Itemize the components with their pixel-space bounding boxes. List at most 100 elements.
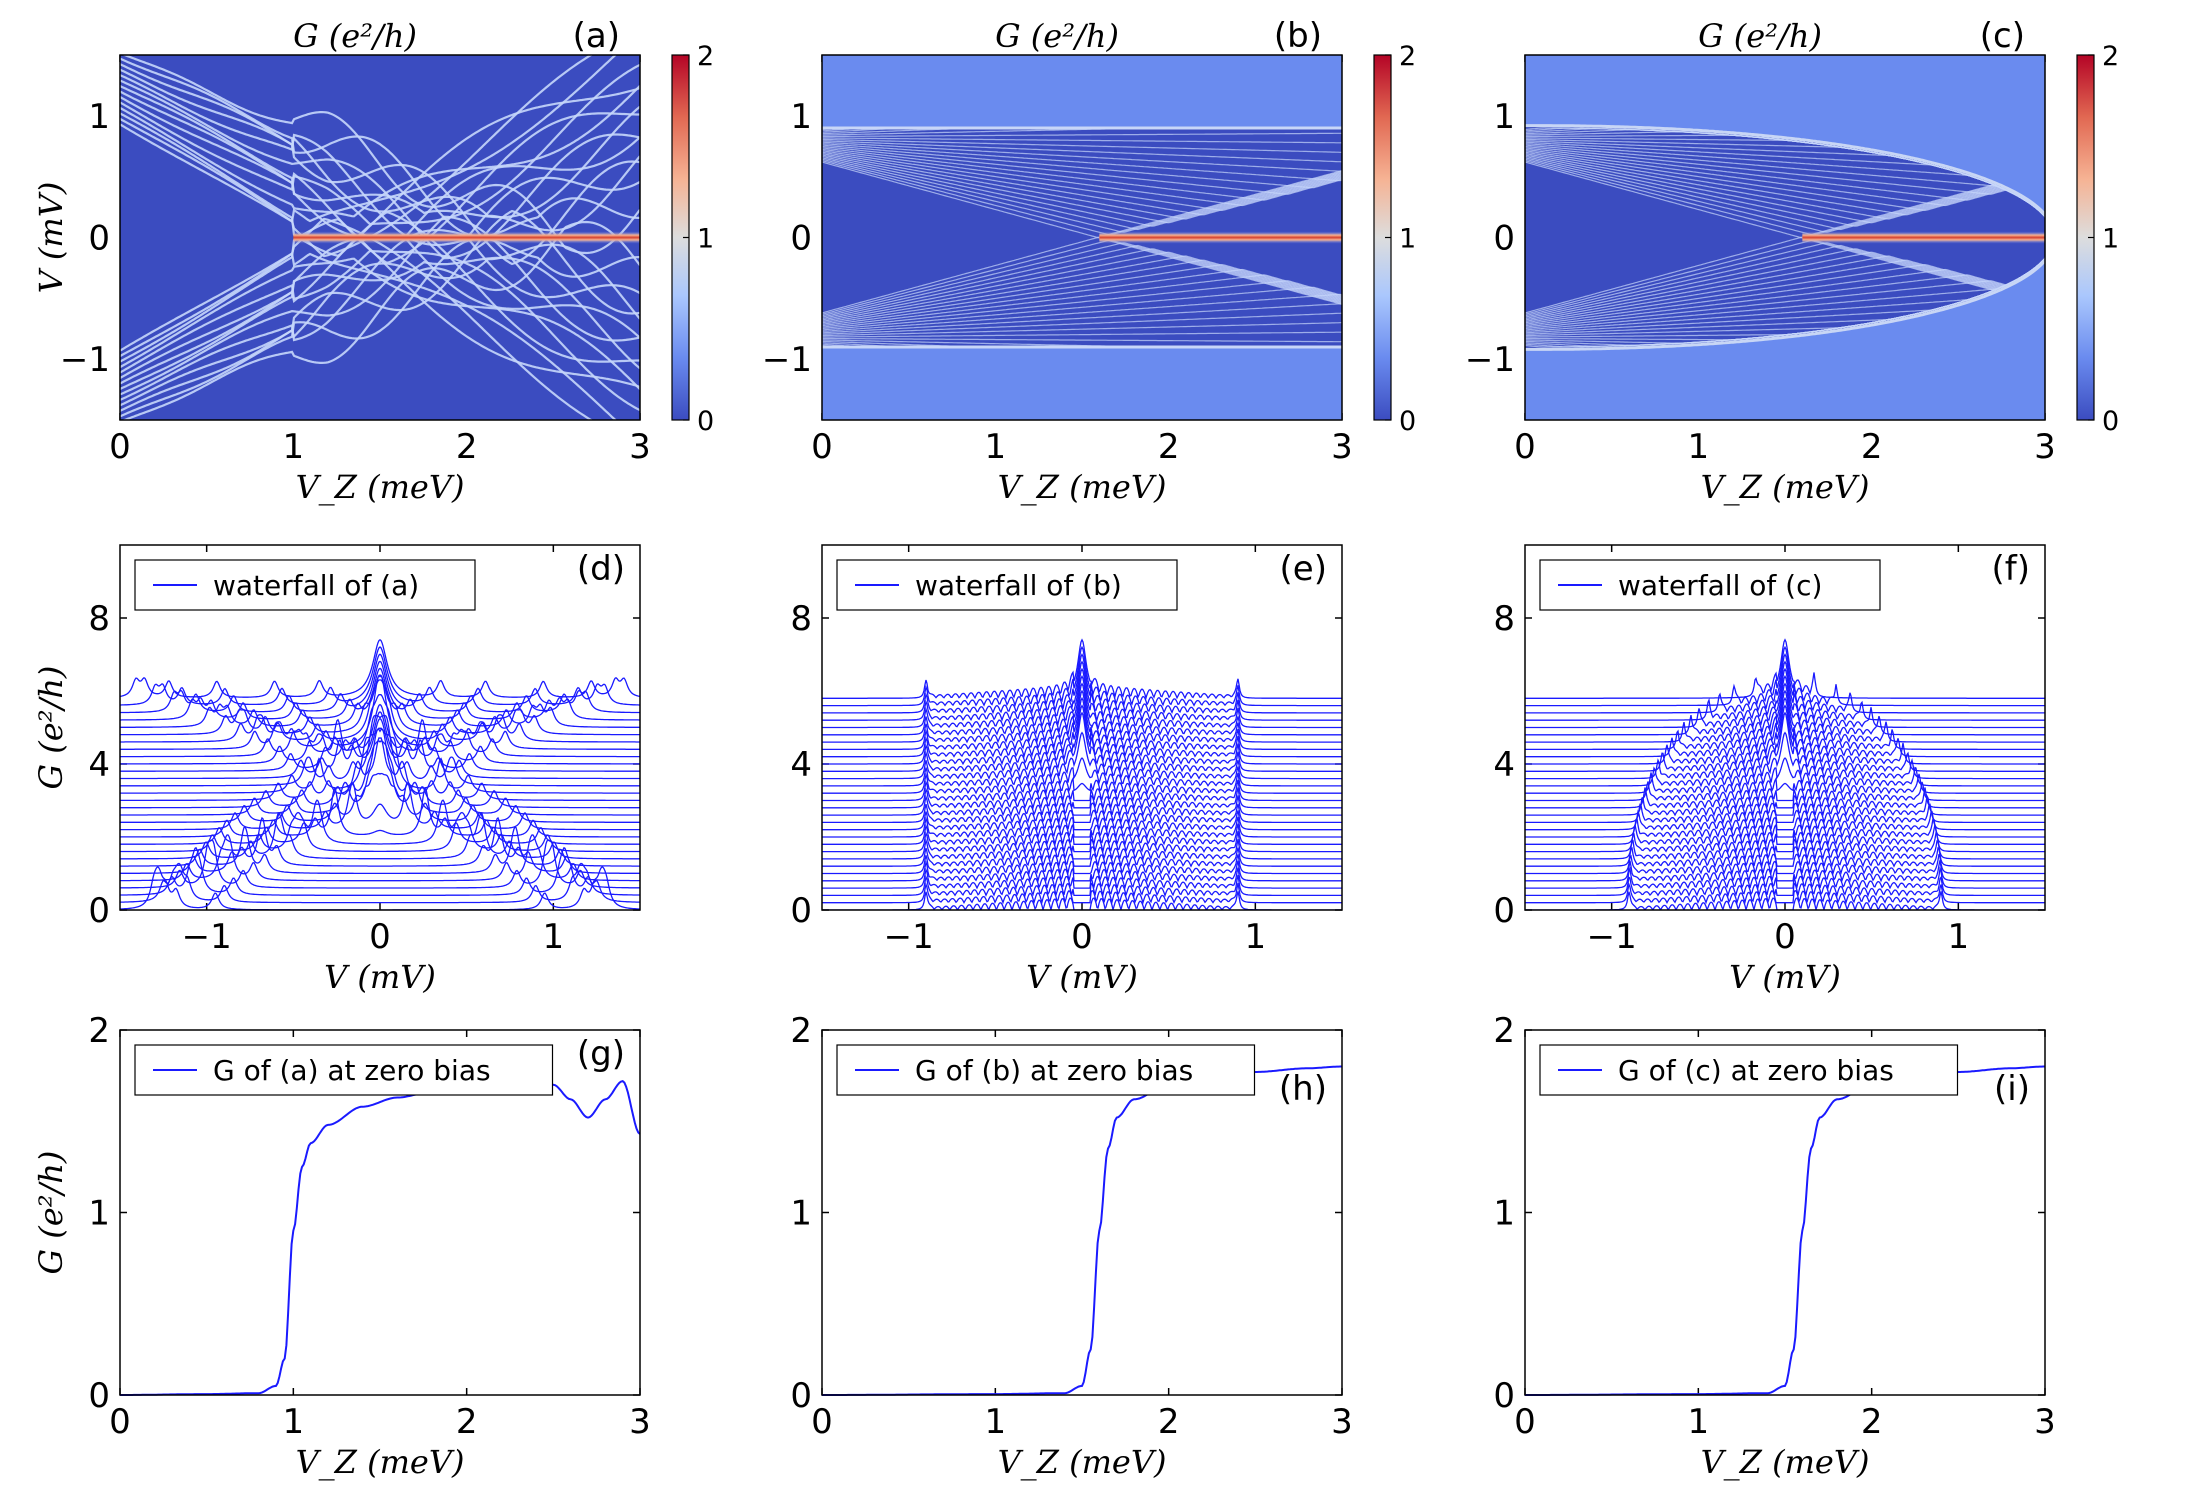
waterfall-curve: [822, 660, 1342, 722]
y-tick-label: 0: [88, 891, 110, 931]
waterfall-curve: [822, 645, 1342, 708]
y-axis-label: G (e²/h): [32, 1151, 70, 1275]
waterfall-curve: [822, 882, 1342, 905]
waterfall-curve: [1525, 794, 2045, 818]
resonance-line: [822, 322, 1342, 337]
waterfall-curve: [822, 652, 1342, 715]
legend-label: waterfall of (b): [915, 569, 1122, 602]
resonance-line: [822, 286, 1342, 331]
legend-label: G of (b) at zero bias: [915, 1054, 1193, 1087]
colorbar-title: G (e²/h): [293, 17, 417, 55]
y-tick-label: 4: [1493, 745, 1515, 785]
waterfall-curve: [1525, 674, 2045, 736]
resonance-line: [822, 150, 1342, 212]
legend-label: G of (c) at zero bias: [1618, 1054, 1894, 1087]
y-tick-label: 0: [790, 219, 812, 259]
waterfall-curve: [1525, 860, 2045, 884]
colorbar-tick-label: 0: [1399, 406, 1416, 437]
waterfall-curve: [120, 866, 640, 910]
resonance-line: [1525, 161, 2045, 239]
legend: G of (a) at zero bias: [134, 1044, 554, 1096]
waterfall-curve: [822, 823, 1342, 847]
colorbar-tick-label: 0: [697, 406, 714, 437]
band-edge: [1525, 124, 2045, 216]
panel-label: (i): [1994, 1069, 2030, 1109]
waterfall-curve: [1525, 772, 2045, 796]
resonance-line: [120, 96, 640, 238]
waterfall-curve: [1525, 645, 2045, 707]
resonance-line: [822, 160, 1342, 236]
legend-box: [134, 1044, 554, 1096]
y-tick-label: 0: [1493, 891, 1515, 931]
colorbar: 0 1 2: [1373, 41, 1416, 437]
resonance-line: [1525, 236, 2045, 314]
waterfall-curve: [822, 787, 1342, 810]
legend: G of (b) at zero bias: [836, 1044, 1256, 1096]
waterfall-curve: [822, 816, 1342, 840]
colorbar-title: G (e²/h): [1698, 17, 1822, 55]
waterfall-curve: [1525, 660, 2045, 722]
x-tick-label: 0: [1514, 1402, 1536, 1442]
waterfall-curve: [120, 737, 640, 816]
x-tick-label: 2: [1861, 427, 1883, 467]
x-tick-label: 3: [1331, 427, 1353, 467]
resonance-line: [822, 144, 1342, 189]
resonance-line: [822, 138, 1342, 153]
resonance-line: [1525, 151, 2045, 218]
waterfall-curve: [120, 674, 640, 750]
waterfall-curve: [1525, 638, 2045, 699]
waterfall-curve: [120, 674, 640, 736]
y-tick-label: 0: [88, 1376, 110, 1416]
x-tick-label: −1: [1587, 917, 1637, 957]
resonance-line: [1525, 257, 2045, 348]
panel-d: −1 0 1 0 4 8 V (mV) G (e²/h) waterfall of (a) (d): [32, 544, 641, 996]
waterfall-curve: [120, 711, 640, 772]
waterfall-curve: [822, 847, 1342, 868]
resonance-line: [1525, 257, 2045, 324]
resonance-line: [1525, 248, 2045, 320]
y-tick-label: 1: [88, 1194, 110, 1234]
waterfall-curve: [120, 816, 640, 867]
resonance-line: [822, 158, 1342, 233]
resonance-line: [822, 236, 1342, 314]
colorbar-tick-label: 1: [697, 224, 714, 255]
resonance-line: [1525, 244, 2045, 318]
waterfall-curve: [1525, 652, 2045, 714]
colorbar: 0 1 2: [2076, 41, 2119, 437]
colorbar-tick-label: 1: [2102, 224, 2119, 255]
panel-e: −1 0 1 0 4 8 V (mV) waterfall of (b) (e): [790, 544, 1343, 996]
legend: waterfall of (b): [836, 559, 1178, 611]
zero-bias-conductance-line: [822, 1065, 1342, 1396]
resonance-line: [1525, 147, 2045, 218]
waterfall-curve: [1525, 846, 2045, 868]
waterfall-curve: [120, 727, 640, 794]
waterfall-curve: [1525, 866, 2045, 890]
x-tick-label: 1: [985, 1402, 1007, 1442]
x-axis-label: V (mV): [1729, 958, 1841, 996]
waterfall-curve: [822, 704, 1342, 766]
resonance-line: [1525, 257, 2045, 325]
y-tick-label: 8: [790, 599, 812, 639]
waterfall-curve: [1525, 831, 2045, 854]
waterfall-curve: [822, 854, 1342, 876]
resonance-line: [120, 237, 640, 379]
resonance-line: [1525, 257, 2045, 331]
x-tick-label: 3: [2034, 1402, 2056, 1442]
resonance-line: [822, 161, 1342, 239]
resonance-line: [120, 63, 640, 239]
resonance-line: [822, 148, 1342, 207]
waterfall-curve: [822, 810, 1342, 832]
zero-bias-peak: [1802, 231, 2045, 244]
waterfall-curve: [822, 867, 1342, 890]
x-tick-label: 1: [283, 1402, 305, 1442]
axes-frame: [1524, 1029, 2046, 1396]
x-axis-label: V_Z (meV): [296, 468, 465, 506]
colorbar-tick-label: 2: [1399, 41, 1416, 72]
waterfall-curve: [1525, 839, 2045, 862]
resonance-line: [822, 345, 1342, 348]
waterfall-curve: [822, 696, 1342, 759]
x-axis-label: V_Z (meV): [998, 1443, 1167, 1481]
resonance-line: [1525, 158, 2045, 233]
colorbar: 0 1 2: [671, 41, 714, 437]
x-tick-label: 0: [109, 427, 131, 467]
